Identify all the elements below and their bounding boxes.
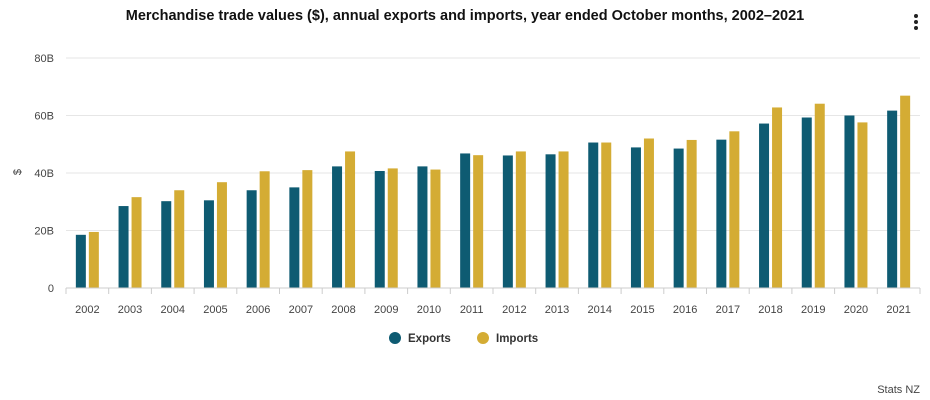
y-tick-label: 0 <box>48 283 54 295</box>
bar-exports-2015[interactable] <box>630 147 641 288</box>
chart-menu-button[interactable] <box>908 12 924 32</box>
bar-exports-2016[interactable] <box>673 148 684 288</box>
bar-imports-2006[interactable] <box>259 171 270 288</box>
legend: Exports Imports <box>389 332 538 345</box>
source-credit: Stats NZ <box>877 384 920 396</box>
x-tick-label: 2018 <box>758 304 782 316</box>
y-tick-label: 20B <box>34 226 54 238</box>
bars <box>75 95 911 289</box>
bar-imports-2017[interactable] <box>729 131 740 288</box>
x-tick-label: 2002 <box>75 304 99 316</box>
bar-exports-2007[interactable] <box>289 187 300 288</box>
bar-exports-2003[interactable] <box>118 206 129 288</box>
bar-imports-2019[interactable] <box>814 103 825 289</box>
bar-imports-2005[interactable] <box>216 182 227 288</box>
bar-exports-2020[interactable] <box>844 115 855 289</box>
bar-exports-2018[interactable] <box>759 123 770 288</box>
bar-imports-2011[interactable] <box>473 155 484 288</box>
bar-exports-2021[interactable] <box>887 110 898 288</box>
bar-imports-2020[interactable] <box>857 122 868 289</box>
kebab-menu-icon <box>914 14 918 18</box>
y-axis-label: $ <box>12 169 24 175</box>
x-tick-label: 2017 <box>716 304 740 316</box>
x-tick-label: 2014 <box>588 304 612 316</box>
bar-imports-2002[interactable] <box>88 231 99 288</box>
bar-exports-2006[interactable] <box>246 190 257 288</box>
bar-imports-2014[interactable] <box>601 142 612 288</box>
bar-exports-2008[interactable] <box>332 166 343 288</box>
bar-imports-2003[interactable] <box>131 197 142 288</box>
y-axis-ticks: 0 20B 40B 60B 80B <box>34 53 54 295</box>
legend-item-imports[interactable]: Imports <box>477 332 538 345</box>
bar-imports-2010[interactable] <box>430 169 441 288</box>
x-tick-label: 2021 <box>886 304 910 316</box>
bar-imports-2013[interactable] <box>558 151 569 288</box>
bar-imports-2007[interactable] <box>302 170 313 288</box>
x-tick-label: 2008 <box>331 304 355 316</box>
legend-label: Imports <box>496 333 538 345</box>
x-tick-label: 2006 <box>246 304 270 316</box>
bar-exports-2019[interactable] <box>801 117 812 288</box>
legend-item-exports[interactable]: Exports <box>389 332 451 345</box>
bar-imports-2009[interactable] <box>387 168 398 288</box>
x-tick-label: 2007 <box>289 304 313 316</box>
bar-exports-2002[interactable] <box>75 234 86 288</box>
bar-imports-2021[interactable] <box>900 95 911 288</box>
bar-exports-2004[interactable] <box>161 201 172 288</box>
x-tick-label: 2005 <box>203 304 227 316</box>
bar-imports-2012[interactable] <box>515 151 526 288</box>
y-tick-label: 40B <box>34 168 54 180</box>
bar-exports-2017[interactable] <box>716 139 727 288</box>
bar-exports-2011[interactable] <box>460 153 471 288</box>
bar-exports-2010[interactable] <box>417 166 428 288</box>
x-tick-label: 2010 <box>417 304 441 316</box>
x-tick-label: 2019 <box>801 304 825 316</box>
x-axis-ticks: 2002 2003 2004 2005 2006 2007 2008 2009 2010 2011… <box>65 288 921 316</box>
grid-lines <box>66 57 920 231</box>
x-tick-label: 2016 <box>673 304 697 316</box>
legend-label: Exports <box>408 333 451 345</box>
bar-exports-2012[interactable] <box>502 155 513 288</box>
bar-imports-2018[interactable] <box>772 107 783 288</box>
bar-imports-2008[interactable] <box>345 151 356 288</box>
y-tick-label: 80B <box>34 53 54 65</box>
x-tick-label: 2011 <box>460 304 484 316</box>
legend-marker <box>389 332 401 344</box>
x-tick-label: 2012 <box>502 304 526 316</box>
bar-exports-2014[interactable] <box>588 142 599 288</box>
y-tick-label: 60B <box>34 111 54 123</box>
bar-exports-2005[interactable] <box>203 200 214 288</box>
bar-exports-2013[interactable] <box>545 154 556 288</box>
x-tick-label: 2009 <box>374 304 398 316</box>
x-tick-label: 2004 <box>161 304 185 316</box>
x-tick-label: 2020 <box>844 304 868 316</box>
bar-imports-2016[interactable] <box>686 139 697 288</box>
bar-exports-2009[interactable] <box>374 170 385 288</box>
x-tick-label: 2003 <box>118 304 142 316</box>
bar-imports-2015[interactable] <box>643 138 654 289</box>
bar-imports-2004[interactable] <box>174 190 185 288</box>
chart-title: Merchandise trade values ($), annual exp… <box>125 8 805 24</box>
x-tick-label: 2015 <box>630 304 654 316</box>
x-tick-label: 2013 <box>545 304 569 316</box>
legend-marker <box>477 332 489 344</box>
